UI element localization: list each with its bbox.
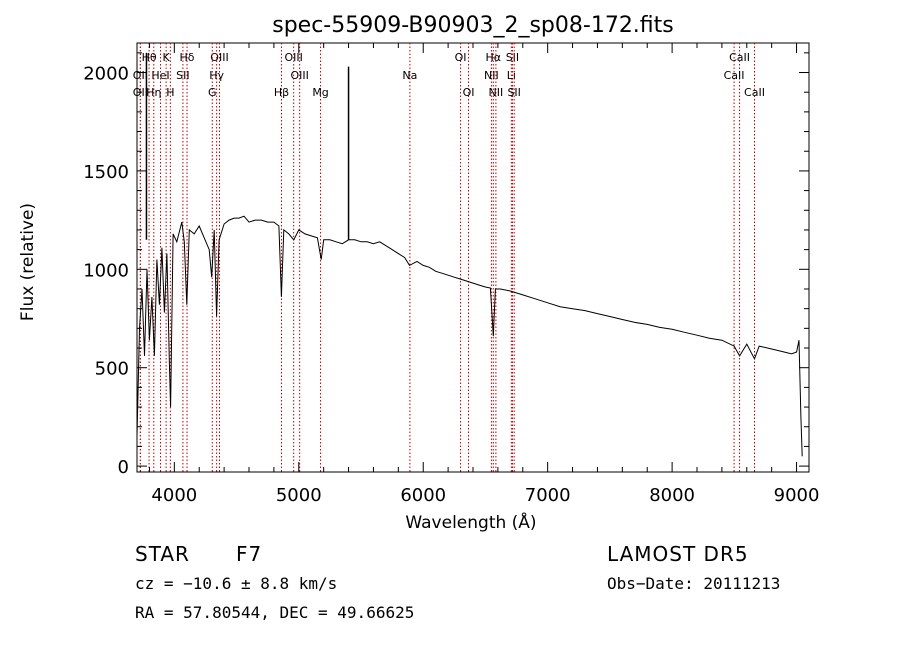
x-tick-label-2: 6000 [400, 485, 446, 506]
line-label-17: CaII [724, 69, 745, 82]
y-tick-label-0: 0 [118, 457, 129, 478]
x-tick-label-1: 5000 [276, 485, 322, 506]
x-axis-label: Wavelength (Å) [405, 511, 536, 533]
line-label-22: Hβ [274, 86, 289, 99]
plot-frame [136, 42, 810, 473]
line-label-8: CaII [729, 51, 750, 64]
line-label-10: HeI [151, 69, 169, 82]
line-label-12: Hγ [209, 69, 224, 82]
x-tick-label-5: 9000 [774, 485, 820, 506]
y-tick-label-2: 1000 [83, 260, 129, 281]
axes: 4000 5000 6000 7000 8000 9000 0 500 1000 1500 2000 [83, 43, 819, 506]
redshift-readout: cz = −10.6 ± 8.8 km/s [135, 574, 338, 593]
spectrum-line [136, 215, 803, 457]
y-tick-label-3: 1500 [83, 162, 129, 183]
object-class: STAR [135, 542, 190, 566]
y-tick-label-1: 500 [95, 359, 129, 380]
line-label-7: SII [506, 51, 519, 64]
line-label-14: Na [402, 69, 417, 82]
line-label-27: CaII [744, 86, 765, 99]
line-label-6: Hα [486, 51, 502, 64]
x-tick-label-4: 8000 [649, 485, 695, 506]
chart-title: spec-55909-B90903_2_sp08-172.fits [272, 13, 674, 38]
line-label-4: OIII [284, 51, 302, 64]
line-label-13: OIII [290, 69, 308, 82]
line-label-2: Hδ [180, 51, 195, 64]
line-label-0: Hθ [142, 51, 157, 64]
observation-date: Obs−Date: 20111213 [607, 574, 781, 593]
spectrum-chart: spec-55909-B90903_2_sp08-172.fits Hθ K Hδ O… [18, 13, 819, 533]
x-tick-label-3: 7000 [525, 485, 571, 506]
line-label-21: G [208, 86, 217, 99]
y-axis-label: Flux (relative) [18, 203, 38, 321]
line-label-25: NII [489, 86, 504, 99]
spectrum-trace [136, 52, 803, 457]
line-label-16: Li [507, 69, 516, 82]
survey-name: LAMOST DR5 [607, 542, 749, 566]
line-label-26: SII [507, 86, 520, 99]
line-label-1: K [163, 51, 171, 64]
line-label-19: Hη [146, 86, 161, 99]
line-label-24: OI [463, 86, 475, 99]
object-subclass: F7 [236, 542, 263, 566]
line-label-11: SII [176, 69, 189, 82]
coordinates: RA = 57.80544, DEC = 49.66625 [135, 603, 415, 622]
line-label-23: Mg [312, 86, 328, 99]
x-tick-label-0: 4000 [151, 485, 197, 506]
line-label-3: OIII [210, 51, 228, 64]
line-label-20: H [166, 86, 174, 99]
y-tick-label-4: 2000 [83, 64, 129, 85]
line-label-15: NII [484, 69, 499, 82]
line-label-5: OI [455, 51, 467, 64]
